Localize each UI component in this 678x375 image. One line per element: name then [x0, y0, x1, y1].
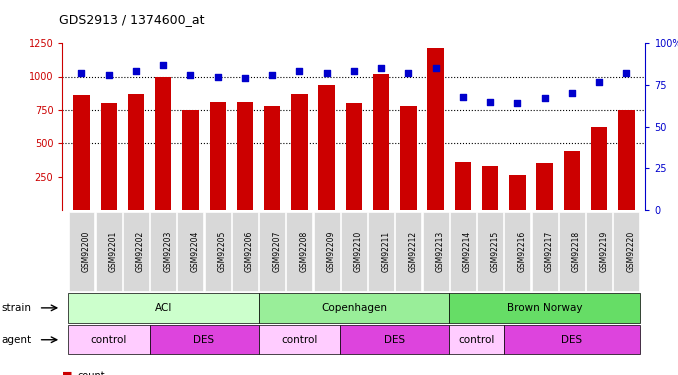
- Bar: [264, 106, 280, 210]
- Point: [431, 65, 441, 71]
- Point: [539, 95, 550, 101]
- Bar: [618, 110, 635, 210]
- Point: [376, 65, 386, 71]
- Bar: [292, 94, 308, 210]
- Bar: [127, 94, 144, 210]
- Bar: [182, 110, 199, 210]
- Bar: [563, 151, 580, 210]
- Point: [266, 72, 277, 78]
- Bar: [237, 102, 253, 210]
- Bar: [73, 95, 89, 210]
- Bar: [373, 74, 389, 210]
- Point: [566, 90, 577, 96]
- Text: count: count: [77, 371, 105, 375]
- Text: GSM92210: GSM92210: [354, 231, 363, 272]
- Text: agent: agent: [1, 335, 31, 345]
- Text: GSM92206: GSM92206: [245, 231, 254, 272]
- Bar: [210, 102, 226, 210]
- Text: GSM92208: GSM92208: [300, 231, 308, 272]
- Text: ACI: ACI: [155, 303, 172, 313]
- Text: DES: DES: [384, 335, 405, 345]
- Text: GSM92201: GSM92201: [108, 231, 118, 272]
- Point: [348, 69, 359, 75]
- Text: control: control: [90, 335, 127, 345]
- Text: strain: strain: [1, 303, 31, 313]
- Text: GSM92205: GSM92205: [218, 231, 226, 272]
- Point: [403, 70, 414, 76]
- Text: GSM92214: GSM92214: [463, 231, 472, 272]
- Bar: [346, 103, 362, 210]
- Point: [131, 69, 142, 75]
- Point: [185, 72, 196, 78]
- Point: [321, 70, 332, 76]
- Bar: [319, 84, 335, 210]
- Point: [594, 78, 605, 84]
- Text: GSM92219: GSM92219: [599, 231, 608, 272]
- Bar: [455, 162, 471, 210]
- Text: GSM92207: GSM92207: [272, 231, 281, 272]
- Point: [239, 75, 250, 81]
- Point: [512, 100, 523, 106]
- Point: [212, 74, 223, 80]
- Bar: [509, 175, 525, 210]
- Text: GSM92203: GSM92203: [163, 231, 172, 272]
- Bar: [482, 166, 498, 210]
- Text: DES: DES: [193, 335, 215, 345]
- Text: control: control: [458, 335, 495, 345]
- Bar: [428, 48, 444, 210]
- Text: DES: DES: [561, 335, 582, 345]
- Text: Brown Norway: Brown Norway: [507, 303, 582, 313]
- Bar: [536, 163, 553, 210]
- Point: [294, 69, 305, 75]
- Point: [458, 93, 468, 99]
- Text: Copenhagen: Copenhagen: [321, 303, 387, 313]
- Text: GSM92202: GSM92202: [136, 231, 145, 272]
- Bar: [591, 127, 607, 210]
- Bar: [100, 103, 117, 210]
- Text: GSM92204: GSM92204: [191, 231, 199, 272]
- Bar: [155, 76, 172, 210]
- Text: GSM92216: GSM92216: [517, 231, 526, 272]
- Text: GSM92215: GSM92215: [490, 231, 499, 272]
- Bar: [400, 106, 416, 210]
- Point: [103, 72, 114, 78]
- Text: GSM92218: GSM92218: [572, 231, 581, 272]
- Text: ■: ■: [62, 371, 73, 375]
- Text: GSM92220: GSM92220: [626, 231, 635, 272]
- Point: [621, 70, 632, 76]
- Point: [76, 70, 87, 76]
- Point: [158, 62, 169, 68]
- Text: GSM92217: GSM92217: [544, 231, 554, 272]
- Text: GSM92200: GSM92200: [81, 231, 90, 272]
- Text: GSM92209: GSM92209: [327, 231, 336, 272]
- Text: control: control: [281, 335, 317, 345]
- Text: GSM92211: GSM92211: [381, 231, 390, 272]
- Text: GDS2913 / 1374600_at: GDS2913 / 1374600_at: [59, 13, 205, 26]
- Text: GSM92213: GSM92213: [436, 231, 445, 272]
- Text: GSM92212: GSM92212: [408, 231, 418, 272]
- Point: [485, 99, 496, 105]
